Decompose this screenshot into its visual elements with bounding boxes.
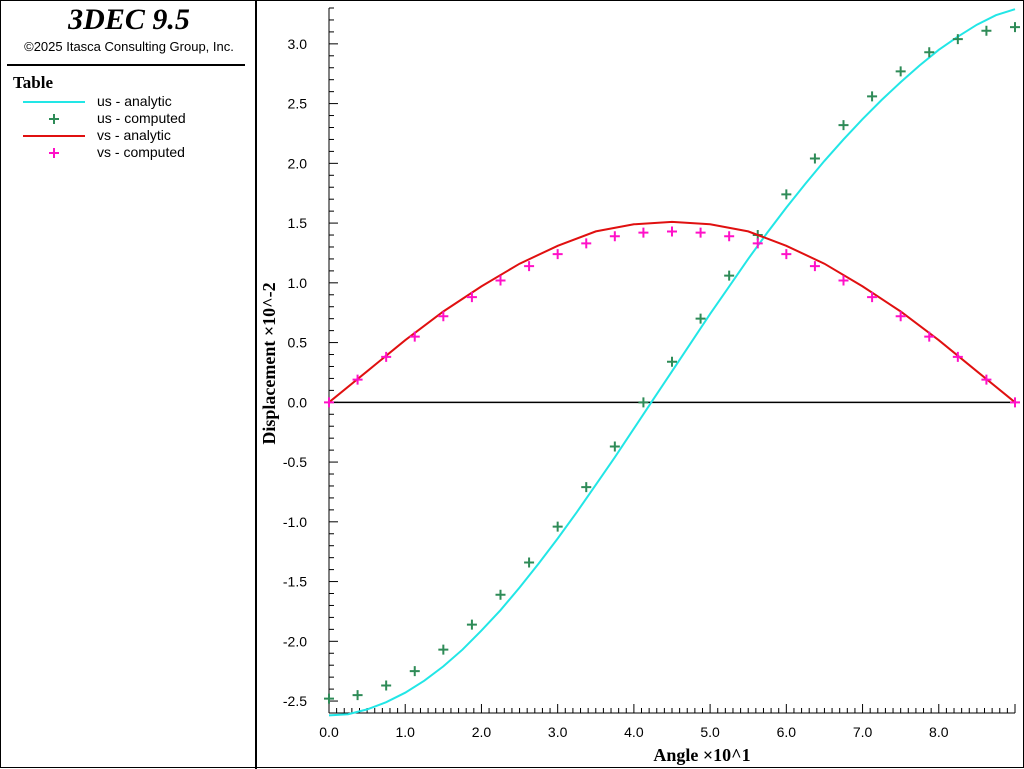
y-tick-label: -1.0 bbox=[283, 514, 307, 530]
series-line-vs-analytic bbox=[328, 220, 1016, 404]
data-point-vs-computed bbox=[981, 374, 992, 385]
legend-divider bbox=[7, 64, 245, 66]
y-tick-label: 2.0 bbox=[288, 155, 308, 171]
x-axis-title: Angle ×10^1 bbox=[653, 745, 750, 765]
data-point-vs-computed bbox=[838, 275, 849, 286]
data-point-us-computed bbox=[409, 666, 420, 677]
legend-marker-us-computed bbox=[49, 114, 59, 124]
y-tick-label: 1.0 bbox=[288, 275, 308, 291]
x-tick-label: 1.0 bbox=[395, 724, 415, 740]
y-tick-label: 0.0 bbox=[288, 394, 308, 410]
data-point-us-computed bbox=[438, 644, 449, 655]
y-tick-label: 0.5 bbox=[288, 335, 308, 351]
y-tick-label: -0.5 bbox=[283, 454, 307, 470]
legend-panel: 3DEC 9.5 ©2025 Itasca Consulting Group, … bbox=[1, 1, 257, 769]
data-point-vs-computed bbox=[724, 231, 735, 242]
x-tick-label: 7.0 bbox=[853, 724, 873, 740]
axes: -2.5 -2.0 -1.5 -1.0 -0.5 0.0 0.5 1.0 1.5 2.0 2.5 3.… bbox=[283, 7, 1016, 740]
data-point-us-computed bbox=[381, 680, 392, 691]
data-point-vs-computed bbox=[581, 238, 592, 249]
data-point-vs-computed bbox=[695, 227, 706, 238]
data-point-vs-computed bbox=[609, 231, 620, 242]
data-point-vs-computed bbox=[638, 227, 649, 238]
data-point-vs-computed bbox=[552, 249, 563, 260]
x-tick-label: 3.0 bbox=[548, 724, 568, 740]
legend-item-vs-analytic: vs - analytic bbox=[21, 127, 251, 144]
data-point-us-computed bbox=[838, 120, 849, 131]
data-point-vs-computed bbox=[924, 331, 935, 342]
data-point-us-computed bbox=[324, 693, 334, 704]
legend-item-us-computed: us - computed bbox=[21, 110, 251, 127]
legend-swatch-vs-computed bbox=[49, 148, 59, 158]
data-point-vs-computed bbox=[352, 374, 363, 385]
y-tick-label: 3.0 bbox=[288, 36, 308, 52]
chart-area: -2.5 -2.0 -1.5 -1.0 -0.5 0.0 0.5 1.0 1.5 2.0 2.5 3.… bbox=[259, 7, 1020, 765]
x-tick-label: 8.0 bbox=[929, 724, 949, 740]
data-point-vs-computed bbox=[1010, 397, 1020, 408]
legend-swatch-vs-analytic bbox=[23, 135, 85, 137]
data-point-vs-computed bbox=[952, 351, 963, 362]
data-point-us-computed bbox=[552, 521, 563, 532]
legend-swatch-us-analytic bbox=[23, 101, 85, 103]
data-point-vs-computed bbox=[381, 351, 392, 362]
data-point-us-computed bbox=[724, 270, 735, 281]
app-title: 3DEC 9.5 bbox=[68, 3, 190, 36]
data-point-vs-computed bbox=[524, 261, 535, 272]
data-point-us-computed bbox=[609, 441, 620, 452]
data-point-us-computed bbox=[695, 313, 706, 324]
legend-heading: Table bbox=[13, 73, 54, 92]
data-point-vs-computed bbox=[438, 311, 449, 322]
data-point-us-computed bbox=[495, 589, 506, 600]
y-tick-label: -2.5 bbox=[283, 693, 307, 709]
data-point-vs-computed bbox=[667, 226, 677, 237]
legend-label-us-computed: us - computed bbox=[97, 110, 186, 126]
legend-label-us-analytic: us - analytic bbox=[97, 93, 172, 109]
legend-marker-vs-computed bbox=[49, 148, 59, 158]
data-point-vs-computed bbox=[809, 261, 820, 272]
data-point-us-computed bbox=[867, 91, 878, 102]
y-tick-label: -2.0 bbox=[283, 633, 307, 649]
data-point-vs-computed bbox=[495, 275, 506, 286]
x-tick-label: 4.0 bbox=[624, 724, 644, 740]
series-line-us-analytic bbox=[328, 8, 1016, 717]
legend-label-vs-analytic: vs - analytic bbox=[97, 127, 171, 143]
data-point-us-computed bbox=[466, 619, 477, 630]
data-point-vs-computed bbox=[867, 292, 878, 303]
x-tick-label: 0.0 bbox=[319, 724, 339, 740]
data-point-vs-computed bbox=[409, 331, 420, 342]
data-point-vs-computed bbox=[781, 249, 792, 260]
copyright-text: ©2025 Itasca Consulting Group, Inc. bbox=[24, 39, 234, 54]
y-axis-title: Displacement ×10^-2 bbox=[259, 282, 279, 444]
legend-item-vs-computed: vs - computed bbox=[21, 144, 251, 161]
data-point-vs-computed bbox=[324, 397, 334, 408]
legend-item-us-analytic: us - analytic bbox=[21, 93, 251, 110]
data-point-us-computed bbox=[581, 482, 592, 493]
data-point-us-computed bbox=[809, 153, 820, 164]
legend-swatch-us-computed bbox=[49, 114, 59, 124]
data-point-vs-computed bbox=[752, 238, 763, 249]
legend-label-vs-computed: vs - computed bbox=[97, 144, 185, 160]
series-layer bbox=[324, 8, 1020, 717]
x-tick-label: 2.0 bbox=[472, 724, 492, 740]
data-point-vs-computed bbox=[895, 311, 906, 322]
data-point-us-computed bbox=[781, 189, 792, 200]
data-point-us-computed bbox=[952, 34, 963, 45]
y-tick-label: -1.5 bbox=[283, 574, 307, 590]
data-point-us-computed bbox=[638, 397, 649, 408]
y-tick-label: 2.5 bbox=[288, 96, 308, 112]
data-point-us-computed bbox=[895, 66, 906, 77]
data-point-us-computed bbox=[524, 557, 535, 568]
data-point-us-computed bbox=[981, 25, 992, 36]
data-point-us-computed bbox=[667, 356, 677, 367]
x-tick-label: 6.0 bbox=[777, 724, 797, 740]
x-tick-label: 5.0 bbox=[700, 724, 720, 740]
y-tick-label: 1.5 bbox=[288, 215, 308, 231]
data-point-us-computed bbox=[352, 690, 363, 701]
data-point-vs-computed bbox=[466, 292, 477, 303]
data-point-us-computed bbox=[924, 47, 935, 58]
data-point-us-computed bbox=[1010, 22, 1020, 33]
